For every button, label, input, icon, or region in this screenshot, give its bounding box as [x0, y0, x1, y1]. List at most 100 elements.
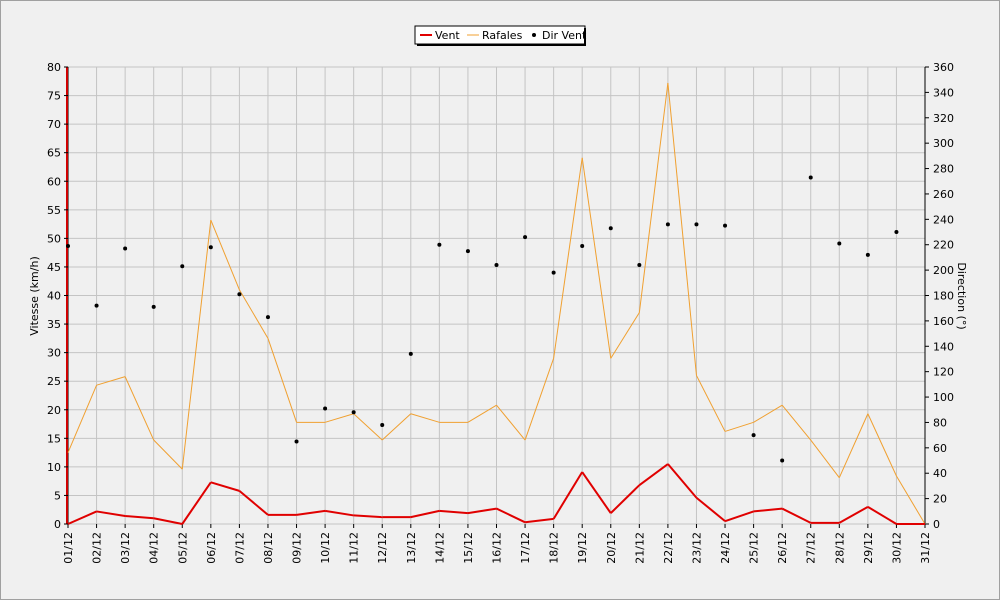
line-segment: [667, 82, 697, 376]
series-layer: [66, 82, 926, 525]
line-segment: [238, 289, 269, 339]
line-segment: [696, 375, 726, 432]
line-segment: [181, 481, 212, 525]
line-segment: [867, 413, 897, 477]
legend-label-rafales: Rafales: [482, 29, 523, 42]
x-axis-tick-label: 04/12: [148, 532, 161, 564]
x-axis-tick-label: 24/12: [719, 532, 732, 564]
data-point: [865, 252, 870, 257]
right-axis: 0 20 40 60 80 100 120 140 160 180 200 220 240 260 280 3…: [924, 61, 954, 531]
data-point: [608, 226, 613, 231]
line-segment: [753, 507, 783, 513]
x-axis: 01/12 02/12 03/12 04/12 05/12 06/12 07/12 08/12…: [62, 524, 932, 564]
right-axis-tick-label: 140: [933, 340, 954, 353]
line-segment: [896, 475, 926, 525]
x-axis-tick-label: 20/12: [605, 532, 618, 564]
right-axis-tick-label: 20: [933, 493, 947, 506]
line-segment: [781, 507, 812, 524]
x-axis-tick-label: 27/12: [805, 532, 818, 564]
series-dir-vent: [66, 175, 899, 463]
data-point: [94, 303, 99, 308]
data-point: [123, 246, 128, 251]
line-segment: [67, 384, 98, 453]
data-point: [437, 242, 442, 247]
x-axis-tick-label: 15/12: [462, 532, 475, 564]
right-axis-tick-label: 0: [933, 518, 940, 531]
right-axis-tick-label: 220: [933, 239, 954, 252]
right-axis-tick-label: 360: [933, 61, 954, 74]
left-axis-tick-label: 50: [47, 232, 61, 245]
line-segment: [210, 481, 240, 492]
line-segment: [781, 404, 812, 441]
line-segment: [724, 510, 754, 523]
line-segment: [410, 509, 440, 519]
x-axis-tick-label: 25/12: [748, 532, 761, 564]
left-axis-tick-label: 30: [47, 347, 61, 360]
line-segment: [125, 515, 154, 520]
right-axis-tick-label: 320: [933, 112, 954, 125]
left-axis-tick-label: 55: [47, 204, 61, 217]
line-segment: [610, 484, 641, 514]
data-point: [837, 241, 842, 246]
right-axis-tick-label: 280: [933, 163, 954, 176]
line-segment: [467, 404, 497, 423]
line-segment: [439, 509, 469, 515]
line-segment: [610, 312, 640, 359]
left-axis-tick-label: 5: [54, 489, 61, 502]
left-axis-label: Vitesse (km/h): [28, 256, 41, 336]
legend: Vent Rafales Dir Vent: [414, 25, 587, 46]
line-segment: [552, 471, 584, 520]
x-axis-tick-label: 18/12: [548, 532, 561, 564]
line-segment: [810, 439, 840, 479]
line-segment: [638, 82, 669, 313]
x-axis-tick-label: 05/12: [176, 532, 189, 564]
right-axis-tick-label: 240: [933, 213, 954, 226]
data-point: [723, 223, 728, 228]
line-segment: [695, 496, 726, 522]
line-segment: [153, 517, 183, 525]
x-axis-tick-label: 21/12: [633, 532, 646, 564]
line-segment: [96, 376, 126, 386]
data-point: [751, 433, 756, 438]
data-point: [151, 304, 156, 309]
x-axis-tick-label: 29/12: [862, 532, 875, 564]
line-segment: [753, 404, 783, 423]
data-point: [265, 315, 270, 320]
data-point: [808, 175, 813, 180]
data-point: [780, 458, 785, 463]
line-segment: [238, 490, 269, 516]
line-segment: [324, 413, 354, 423]
x-axis-tick-label: 03/12: [119, 532, 132, 564]
line-segment: [838, 413, 869, 478]
line-segment: [324, 509, 354, 517]
left-axis-tick-label: 70: [47, 118, 61, 131]
data-point: [694, 222, 699, 227]
left-axis-tick-label: 10: [47, 461, 61, 474]
left-axis-tick-label: 45: [47, 261, 61, 274]
data-point: [408, 351, 413, 356]
data-point: [637, 263, 642, 268]
right-axis-tick-label: 260: [933, 188, 954, 201]
line-segment: [353, 514, 383, 519]
line-segment: [296, 509, 326, 516]
x-axis-tick-label: 12/12: [376, 532, 389, 564]
line-segment: [153, 439, 183, 470]
data-point: [237, 292, 242, 297]
left-axis-tick-label: 40: [47, 290, 61, 303]
line-segment: [553, 157, 583, 359]
legend-item-vent: Vent: [420, 29, 460, 42]
right-axis-tick-label: 60: [933, 442, 947, 455]
right-axis-tick-label: 100: [933, 391, 954, 404]
x-axis-tick-label: 16/12: [491, 532, 504, 564]
line-segment: [124, 376, 155, 441]
data-point: [380, 422, 385, 427]
right-axis-tick-label: 180: [933, 290, 954, 303]
data-point: [894, 230, 899, 235]
x-axis-tick-label: 19/12: [576, 532, 589, 564]
x-axis-tick-label: 13/12: [405, 532, 418, 564]
x-axis-tick-label: 28/12: [833, 532, 846, 564]
x-axis-tick-label: 31/12: [919, 532, 932, 564]
line-segment: [496, 507, 526, 524]
left-axis-tick-label: 20: [47, 404, 61, 417]
